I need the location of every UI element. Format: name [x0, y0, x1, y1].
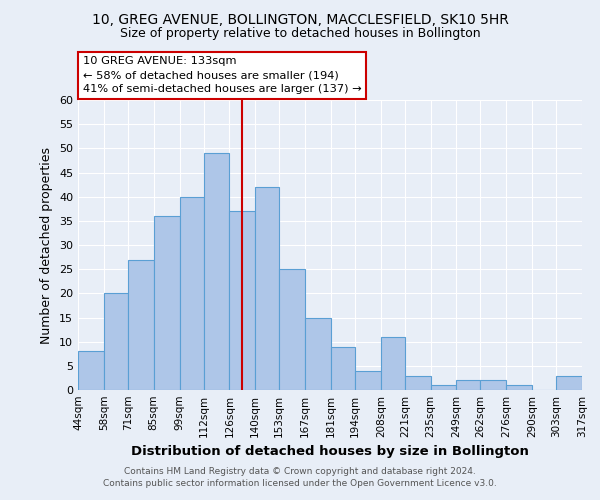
Text: 10 GREG AVENUE: 133sqm
← 58% of detached houses are smaller (194)
41% of semi-de: 10 GREG AVENUE: 133sqm ← 58% of detached… — [83, 56, 362, 94]
Bar — [331, 346, 355, 390]
Bar — [203, 153, 229, 390]
Bar — [405, 376, 431, 390]
Bar — [457, 380, 481, 390]
Bar — [381, 337, 405, 390]
Bar — [481, 380, 506, 390]
Bar — [179, 196, 203, 390]
Bar — [305, 318, 331, 390]
Bar — [506, 385, 532, 390]
Bar — [104, 294, 128, 390]
Y-axis label: Number of detached properties: Number of detached properties — [40, 146, 53, 344]
Bar — [154, 216, 179, 390]
Bar — [128, 260, 154, 390]
Bar — [229, 211, 255, 390]
Bar — [255, 187, 279, 390]
Text: 10, GREG AVENUE, BOLLINGTON, MACCLESFIELD, SK10 5HR: 10, GREG AVENUE, BOLLINGTON, MACCLESFIEL… — [92, 12, 508, 26]
Bar — [556, 376, 582, 390]
Bar — [431, 385, 457, 390]
Text: Contains HM Land Registry data © Crown copyright and database right 2024.
Contai: Contains HM Land Registry data © Crown c… — [103, 466, 497, 487]
Bar — [78, 352, 104, 390]
Bar — [355, 370, 381, 390]
Text: Size of property relative to detached houses in Bollington: Size of property relative to detached ho… — [119, 28, 481, 40]
X-axis label: Distribution of detached houses by size in Bollington: Distribution of detached houses by size … — [131, 446, 529, 458]
Bar — [279, 269, 305, 390]
